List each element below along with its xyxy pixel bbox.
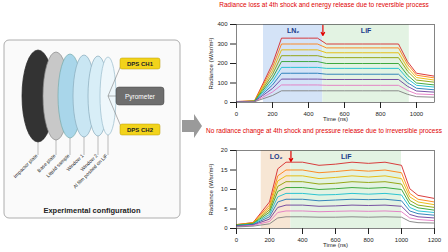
svg-text:LiF: LiF	[341, 153, 352, 160]
svg-text:LiF: LiF	[361, 27, 372, 34]
svg-text:600: 600	[339, 110, 350, 117]
svg-text:Al film posited on LiF: Al film posited on LiF	[72, 152, 109, 189]
svg-text:400: 400	[297, 237, 308, 243]
svg-text:Liquid sample: Liquid sample	[44, 152, 71, 179]
svg-text:LO₂: LO₂	[270, 153, 283, 160]
svg-text:200: 200	[267, 111, 278, 117]
svg-text:0: 0	[224, 99, 228, 105]
svg-text:Base plate: Base plate	[35, 152, 57, 174]
svg-text:200: 200	[217, 60, 228, 66]
svg-text:5: 5	[224, 206, 228, 212]
svg-text:10: 10	[221, 186, 228, 192]
svg-text:1200: 1200	[428, 237, 442, 243]
svg-text:1000: 1000	[395, 237, 409, 243]
svg-text:Impactor plate: Impactor plate	[12, 152, 39, 179]
svg-text:200: 200	[264, 237, 275, 243]
svg-text:0: 0	[235, 111, 239, 117]
html-text:Radiance loss at 4th shock and: Radiance loss at 4th shock and energy re…	[219, 1, 429, 8]
svg-text:Experimental configuration: Experimental configuration	[43, 206, 141, 215]
svg-text:400: 400	[303, 111, 314, 117]
svg-text:600: 600	[330, 236, 341, 243]
svg-text:Window 1: Window 1	[64, 152, 85, 173]
svg-text:Window 2: Window 2	[78, 152, 99, 173]
svg-text:20: 20	[221, 147, 228, 153]
svg-text:Time (ns): Time (ns)	[323, 242, 348, 248]
svg-text:0: 0	[224, 225, 228, 231]
html-text:No radiance change at 4th shoc: No radiance change at 4th shock and pres…	[206, 127, 442, 134]
svg-text:800: 800	[375, 111, 386, 117]
svg-text:400: 400	[217, 21, 228, 27]
svg-text:Time (ns): Time (ns)	[323, 116, 348, 122]
svg-text:800: 800	[363, 237, 374, 243]
svg-text:LN₂: LN₂	[287, 27, 299, 34]
svg-text:1000: 1000	[410, 111, 424, 117]
svg-text:15: 15	[221, 167, 228, 173]
svg-text:300: 300	[217, 41, 228, 47]
svg-text:Radiance (W/sr/m²): Radiance (W/sr/m²)	[208, 37, 214, 89]
svg-text:0: 0	[235, 237, 239, 243]
svg-text:DPS CH2: DPS CH2	[127, 127, 154, 133]
svg-text:Radiance (W/sr/m²): Radiance (W/sr/m²)	[208, 163, 214, 215]
svg-text:DPS CH1: DPS CH1	[127, 61, 154, 67]
svg-text:100: 100	[217, 80, 228, 86]
svg-text:Pyrometer: Pyrometer	[125, 93, 156, 101]
